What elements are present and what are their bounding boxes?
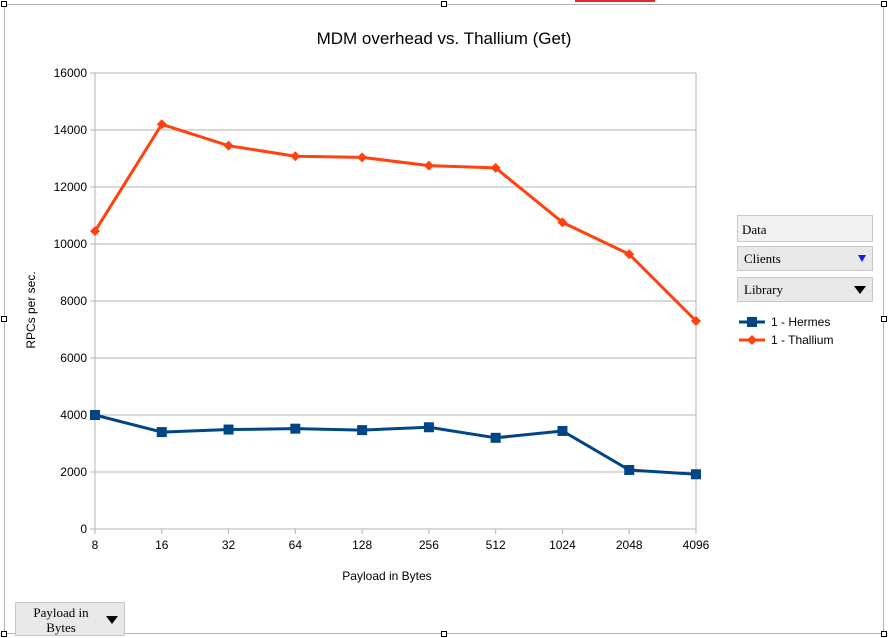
x-tick-label: 512: [486, 538, 506, 552]
resize-handle-bottom-left[interactable]: [1, 631, 7, 637]
resize-handle-right[interactable]: [881, 316, 887, 322]
legend-marker: [747, 335, 757, 345]
pivot-category-label: Payload in Bytes: [33, 605, 89, 635]
pivot-library-label: Library: [744, 281, 783, 297]
data-point-1-thallium: [490, 162, 501, 173]
data-point-1-thallium: [423, 160, 434, 171]
x-tick-label: 32: [222, 538, 236, 552]
data-point-1-thallium: [90, 226, 100, 237]
y-tick-label: 8000: [60, 294, 87, 308]
data-point-1-hermes: [290, 423, 301, 434]
selection-marker: [575, 0, 655, 2]
y-tick-label: 6000: [60, 351, 87, 365]
y-tick-label: 16000: [54, 66, 88, 80]
x-tick-label: 8: [92, 538, 99, 552]
y-tick-label: 2000: [60, 465, 87, 479]
data-point-1-thallium: [557, 217, 568, 228]
pivot-data-field: Data: [737, 215, 873, 242]
data-point-1-thallium: [357, 152, 368, 163]
dropdown-arrow-icon[interactable]: [854, 285, 866, 294]
data-point-1-hermes: [691, 469, 701, 480]
pivot-category-button[interactable]: Payload in Bytes: [15, 602, 125, 636]
data-point-1-thallium: [156, 119, 167, 130]
legend-label: 1 - Hermes: [771, 315, 830, 329]
data-point-1-hermes: [223, 424, 234, 435]
y-tick-label: 14000: [54, 123, 88, 137]
data-point-1-hermes: [490, 432, 501, 443]
series-line-1-hermes: [94, 413, 697, 476]
legend-label: 1 - Thallium: [771, 333, 833, 347]
pivot-clients-label: Clients: [744, 250, 781, 266]
legend: 1 - Hermes 1 - Thallium: [739, 315, 833, 347]
legend-marker: [747, 317, 757, 327]
x-tick-label: 128: [352, 538, 372, 552]
y-tick-label: 4000: [60, 408, 87, 422]
resize-handle-bottom[interactable]: [441, 631, 447, 637]
x-tick-label: 1024: [549, 538, 576, 552]
data-point-1-thallium: [290, 151, 301, 162]
resize-handle-bottom-right[interactable]: [881, 631, 887, 637]
data-point-1-hermes: [90, 410, 100, 420]
y-tick-label: 12000: [54, 180, 88, 194]
data-point-1-hermes: [423, 422, 434, 433]
grid-lines: [95, 72, 696, 473]
pivot-data-label: Data: [742, 222, 767, 237]
resize-handle-left[interactable]: [1, 316, 7, 322]
data-point-1-hermes: [624, 465, 635, 476]
x-axis-label: Payload in Bytes: [342, 569, 431, 583]
chart-title: MDM overhead vs. Thallium (Get): [317, 29, 572, 48]
data-point-1-thallium: [691, 315, 701, 326]
dropdown-arrow-icon[interactable]: [106, 616, 118, 624]
x-tick-label: 16: [155, 538, 169, 552]
y-tick-label: 10000: [54, 237, 88, 251]
x-tick-label: 4096: [683, 538, 710, 552]
y-axis-label: RPCs per sec.: [24, 271, 38, 348]
pivot-clients-button[interactable]: Clients: [737, 246, 873, 271]
filter-active-icon[interactable]: [858, 255, 866, 262]
resize-handle-top-right[interactable]: [881, 1, 887, 7]
data-point-1-hermes: [156, 427, 167, 438]
data-point-1-thallium: [624, 249, 635, 260]
x-tick-label: 256: [419, 538, 439, 552]
data-point-1-hermes: [357, 425, 368, 436]
series-layer: [90, 119, 701, 480]
data-point-1-hermes: [557, 425, 568, 436]
x-tick-label: 2048: [616, 538, 643, 552]
data-point-1-thallium: [223, 140, 234, 151]
series-line-1-thallium: [93, 122, 698, 323]
y-tick-label: 0: [80, 522, 87, 536]
resize-handle-top-left[interactable]: [1, 1, 7, 7]
x-tick-label: 64: [289, 538, 303, 552]
pivot-library-button[interactable]: Library: [737, 277, 873, 302]
axes: 0 2000 4000 6000 8000 10000 12000 14000 16000 8 16…: [54, 66, 710, 552]
resize-handle-top[interactable]: [441, 1, 447, 7]
